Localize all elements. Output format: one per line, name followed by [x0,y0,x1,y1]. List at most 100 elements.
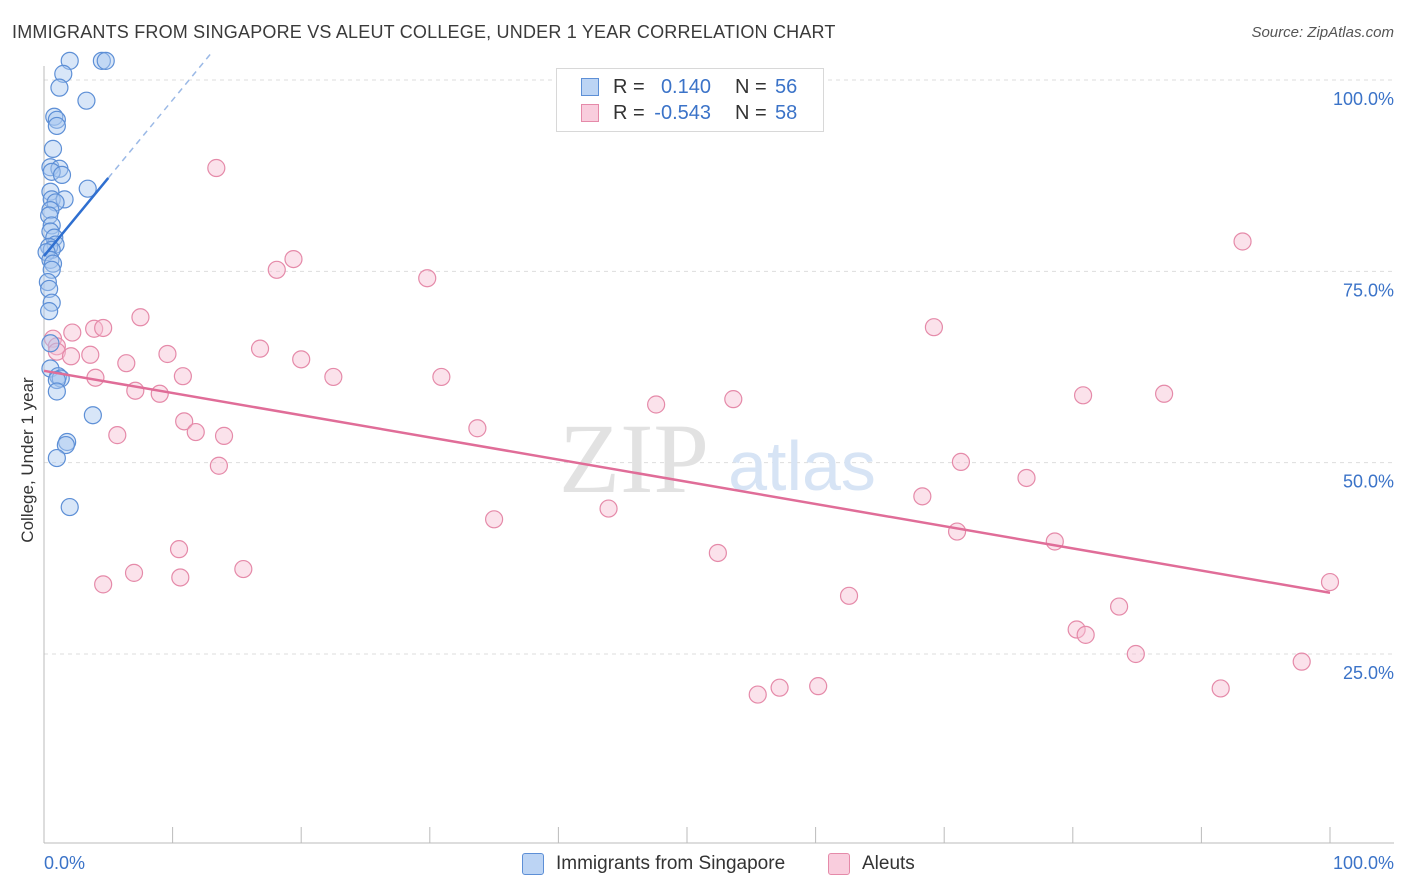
aleuts-point [117,354,136,373]
singapore-point [56,435,75,455]
aleuts-trend-line [43,369,1331,595]
singapore-trend-extension [107,52,212,179]
trend-lines [43,52,1331,595]
aleuts-point [1320,572,1340,592]
aleuts-point [150,384,169,403]
legend-row-aleuts: R = -0.543 N = 58 [581,101,797,125]
singapore-point [83,406,102,425]
singapore-point [50,78,69,97]
x-tick-label: 0.0% [44,853,85,873]
singapore-point [41,182,60,201]
aleuts-point [63,323,82,342]
aleuts-point [94,318,113,338]
watermark-zip: ZIP [559,403,709,514]
aleuts-point [599,499,618,518]
aleuts-point [1126,644,1145,664]
aleuts-point [250,339,270,358]
singapore-points [37,51,115,517]
legend-item-aleuts: Aleuts [828,851,915,877]
aleuts-point [292,350,311,369]
y-tick-labels: 25.0% 50.0% 75.0% 100.0% [1333,89,1394,683]
y-tick-label: 25.0% [1343,663,1394,683]
aleuts-point [839,586,859,605]
r-label: R = [613,101,645,124]
singapore-point [47,448,66,468]
watermark: ZIP atlas [559,403,876,514]
singapore-point [58,432,77,452]
singapore-point [43,139,63,158]
aleuts-points [43,158,1340,704]
y-tick-label: 75.0% [1343,280,1394,300]
aleuts-point [186,422,205,442]
r-value: -0.543 [654,101,711,124]
blue-swatch [581,78,599,96]
singapore-point [60,497,79,517]
n-label: N = [735,101,767,124]
pink-legend-swatch [828,853,850,875]
aleuts-point [61,347,81,366]
singapore-point [41,334,60,353]
singapore-point [42,162,61,181]
correlation-legend: R = 0.140 N = 56 R = -0.543 N = 58 [556,68,824,132]
aleuts-point [94,575,113,594]
aleuts-point [173,367,192,386]
singapore-point [54,64,73,83]
aleuts-point [1109,597,1129,616]
aleuts-point [724,390,743,409]
aleuts-point [108,426,127,445]
aleuts-point [81,345,100,364]
singapore-point [40,302,59,321]
aleuts-point [418,269,437,288]
singapore-point [40,279,59,299]
aleuts-point [485,510,504,529]
singapore-point [43,254,63,273]
singapore-point [96,51,115,70]
aleuts-point [924,318,944,337]
aleuts-point [951,452,971,472]
singapore-point [47,382,66,401]
y-tick-label: 50.0% [1343,472,1394,492]
aleuts-point [234,559,253,579]
n-value: 56 [775,75,798,98]
pink-swatch [581,104,599,122]
x-tick-labels: 0.0% 100.0% [44,853,1394,873]
aleuts-point [171,568,190,587]
aleuts-point [1211,679,1230,698]
axes [43,66,1394,844]
singapore-point [52,165,72,185]
y-axis-title: College, Under 1 year [18,377,37,543]
r-label: R = [613,75,645,98]
aleuts-point [1067,620,1086,639]
blue-legend-swatch [522,853,544,875]
singapore-trend-line [43,177,110,257]
n-label: N = [735,75,767,98]
aleuts-point [158,344,177,364]
aleuts-point [131,308,150,327]
aleuts-point [284,249,303,269]
aleuts-point [1155,384,1174,403]
singapore-point [47,110,66,129]
aleuts-point [1073,386,1093,405]
singapore-point [38,272,57,292]
chart-title: IMMIGRANTS FROM SINGAPORE VS ALEUT COLLE… [12,22,836,42]
aleuts-point [214,426,234,445]
r-value: 0.140 [660,75,711,98]
n-value: 58 [775,101,798,124]
legend-row-singapore: R = 0.140 N = 56 [581,75,797,99]
aleuts-point [1292,652,1311,671]
aleuts-point [708,543,727,563]
singapore-point [77,91,96,110]
aleuts-point [468,419,487,438]
source-label: Source: ZipAtlas.com [1251,24,1394,41]
aleuts-point [913,487,932,506]
aleuts-point [175,412,194,431]
aleuts-point [124,563,144,582]
aleuts-point [207,158,226,178]
aleuts-point [770,678,789,697]
legend-label-singapore: Immigrants from Singapore [556,853,786,874]
singapore-point [92,51,111,70]
aleuts-point [1076,625,1095,644]
aleuts-point [432,367,451,387]
aleuts-point [324,367,343,387]
